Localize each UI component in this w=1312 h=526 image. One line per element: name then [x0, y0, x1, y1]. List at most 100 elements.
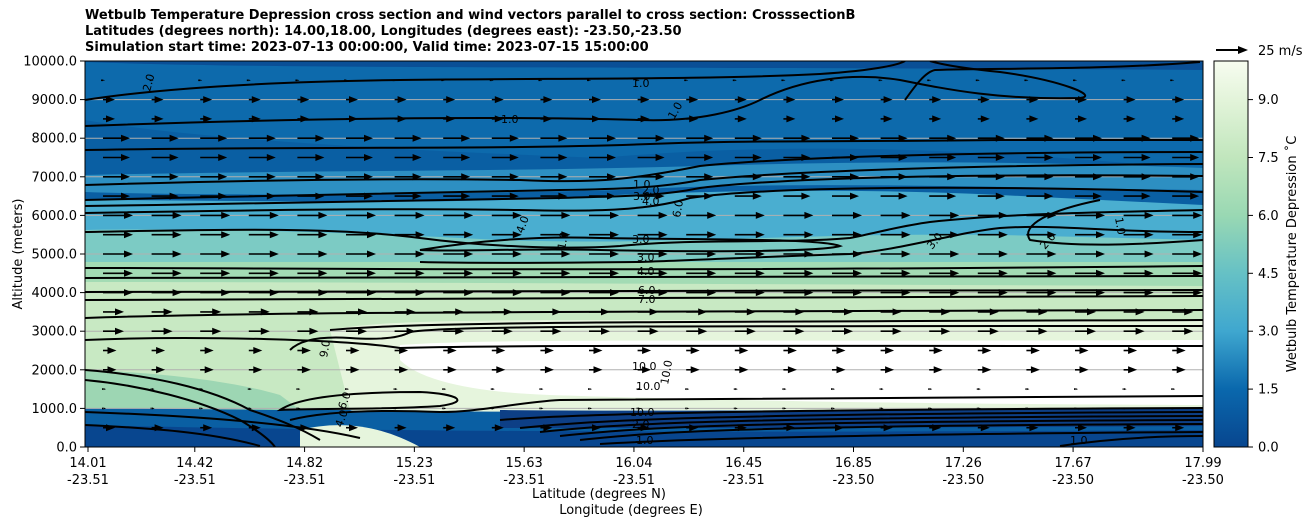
title-line-2: Latitudes (degrees north): 14.00,18.00, … — [85, 24, 682, 39]
y-axis: 0.0 1000.0 2000.0 3000.0 4000.0 5000.0 6000.0 7… — [23, 55, 85, 456]
wind-arrow — [443, 347, 457, 354]
wind-arrow — [346, 269, 376, 277]
wind-arrow — [1025, 407, 1030, 410]
wind-arrow — [443, 154, 471, 161]
wind-arrow — [346, 327, 367, 335]
wind-arrow — [1075, 269, 1105, 277]
wind-arrow — [1123, 366, 1138, 374]
wind-arrow — [734, 231, 765, 239]
wind-arrow — [103, 211, 133, 219]
wind-arrow — [1123, 231, 1154, 239]
wind-arrow — [589, 96, 601, 104]
wind-arrow — [297, 173, 325, 181]
wind-arrow — [976, 388, 981, 391]
colorbar-tick-label: 7.5 — [1258, 151, 1279, 166]
wind-arrow — [394, 96, 407, 104]
wind-arrow — [734, 347, 749, 354]
wind-arrow — [733, 388, 738, 391]
wind-arrow — [1123, 250, 1154, 258]
wind-arrow — [589, 134, 616, 142]
wind-arrow — [248, 96, 261, 104]
wind-arrow — [198, 79, 203, 82]
wind-arrow — [929, 192, 957, 200]
x-tick-label-lon: -23.51 — [67, 473, 109, 488]
wind-arrow — [637, 308, 659, 316]
x-axis-label-longitude: Longitude (degrees E) — [559, 503, 703, 518]
x-tick-label-lon: -23.51 — [393, 473, 435, 488]
wind-arrow — [832, 192, 859, 200]
colorbar-tick-label: 9.0 — [1258, 93, 1279, 108]
wind-arrow — [346, 154, 373, 161]
colorbar-tick-label: 1.5 — [1258, 383, 1279, 398]
contour-label: 6.0 — [670, 199, 686, 218]
wind-arrow — [1172, 366, 1186, 374]
wind-arrow — [491, 327, 513, 335]
wind-arrow — [540, 269, 571, 277]
wind-arrow — [491, 366, 506, 374]
wind-arrow — [200, 154, 228, 161]
wind-arrow — [977, 231, 1008, 239]
wind-arrow — [248, 211, 279, 219]
wind-arrow — [443, 289, 474, 297]
wind-arrow — [832, 327, 853, 335]
wind-arrow — [977, 250, 1008, 258]
wind-arrow — [297, 96, 310, 104]
wind-arrow — [443, 192, 471, 200]
wind-arrow — [589, 231, 619, 239]
wind-arrow — [635, 79, 640, 82]
colorbar-tick-label: 6.0 — [1258, 209, 1279, 224]
wind-arrow — [443, 211, 474, 219]
wind-arrow — [832, 96, 844, 104]
wind-arrow — [929, 96, 942, 104]
wind-arrow — [686, 327, 708, 335]
contour-label: 1.0 — [632, 77, 650, 90]
wind-arrow — [589, 366, 603, 374]
wind-arrow — [151, 115, 164, 123]
wind-arrow — [102, 388, 106, 391]
wind-arrow — [1026, 192, 1054, 200]
wind-arrow — [248, 192, 276, 200]
wind-arrow — [831, 388, 835, 391]
contour-label: 4.0 — [333, 408, 351, 429]
wind-arrow — [150, 407, 155, 410]
wind-arrow — [832, 424, 844, 432]
wind-arrow — [540, 366, 554, 374]
wind-arrow — [686, 269, 717, 277]
wind-arrow — [200, 269, 231, 277]
wind-arrow — [1123, 347, 1138, 354]
wind-arrow — [637, 269, 668, 277]
wind-arrow — [1025, 388, 1030, 391]
wind-arrow — [589, 347, 603, 354]
wind-arrow — [200, 289, 231, 297]
wind-arrow — [443, 115, 456, 123]
wind-arrow — [248, 154, 276, 161]
wind-arrow — [782, 388, 787, 391]
wind-arrow — [441, 79, 446, 82]
wind-arrow — [1026, 308, 1048, 316]
y-tick-label: 5000.0 — [32, 248, 78, 263]
wind-arrow — [929, 269, 960, 277]
wind-arrow — [783, 154, 811, 161]
wind-arrow — [540, 192, 568, 200]
wind-arrow — [1026, 173, 1054, 181]
wind-arrow — [589, 327, 610, 335]
wind-arrow — [248, 269, 279, 277]
wind-arrow — [394, 289, 425, 297]
wind-arrow — [734, 96, 747, 104]
wind-arrow — [977, 96, 990, 104]
wind-arrow — [1123, 211, 1154, 219]
contour-label: 6.0 — [336, 390, 354, 411]
wind-arrow — [589, 173, 616, 181]
wind-arrow — [832, 366, 846, 374]
wind-arrow — [297, 269, 328, 277]
wind-arrow — [200, 211, 231, 219]
wind-arrow — [1024, 79, 1029, 82]
wind-arrow — [394, 327, 416, 335]
wind-arrow — [880, 269, 911, 277]
wind-arrow — [1123, 154, 1151, 161]
wind-arrow — [297, 289, 328, 297]
wind-arrow — [491, 154, 519, 161]
wind-arrow — [200, 173, 228, 181]
contour-label: 7.0 — [638, 293, 656, 306]
